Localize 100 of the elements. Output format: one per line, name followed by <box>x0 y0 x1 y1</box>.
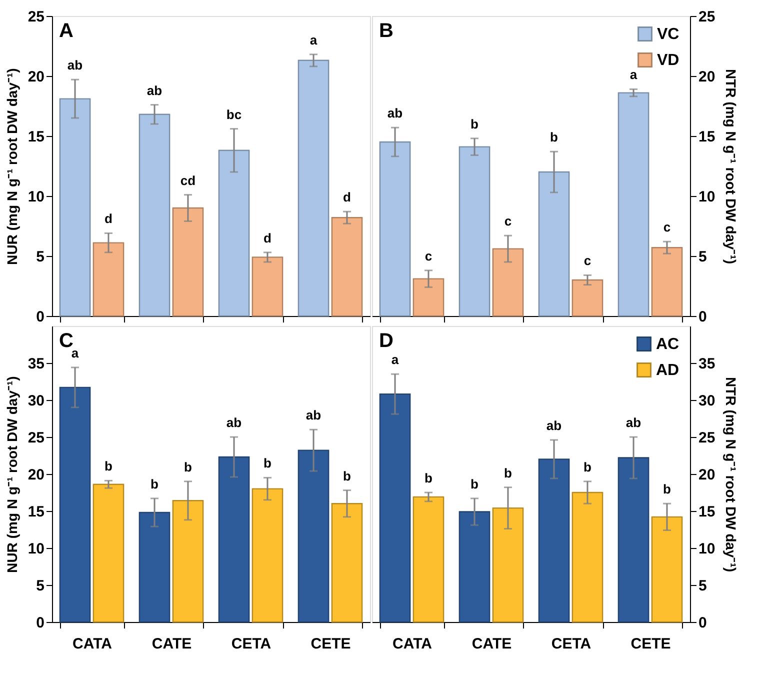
annotation: b <box>470 476 479 492</box>
bar <box>651 516 683 623</box>
y-tick-label: 10 <box>28 188 44 206</box>
x-tick-label: CATE <box>472 636 512 652</box>
y-tick-label: 5 <box>698 578 707 594</box>
bar <box>252 256 284 317</box>
bar <box>252 488 284 623</box>
bar <box>379 393 411 623</box>
y-tick-label: 20 <box>698 466 716 484</box>
x-tick-label: CETE <box>310 636 351 652</box>
legend-label: VC <box>657 26 680 43</box>
bar <box>298 60 330 317</box>
annotation: bc <box>226 106 242 122</box>
annotation: ab <box>387 106 403 121</box>
y-tick-label: 0 <box>698 308 707 326</box>
y-tick-label: 20 <box>698 68 716 86</box>
annotation: b <box>264 456 272 471</box>
annotation: b <box>504 465 512 480</box>
bar <box>138 512 170 623</box>
bar <box>572 492 604 623</box>
annotation: ab <box>226 415 242 430</box>
annotation: D <box>379 330 394 352</box>
bar <box>92 484 124 623</box>
x-tick-label: CATA <box>392 636 432 652</box>
bar <box>331 503 363 623</box>
y-tick-label: 5 <box>698 248 707 266</box>
annotation: ab <box>306 408 322 423</box>
y-tick-label: 15 <box>28 128 44 146</box>
bar <box>412 278 444 317</box>
y-tick-label: 5 <box>36 578 44 594</box>
bar <box>572 279 604 317</box>
legend-label: VD <box>657 52 680 69</box>
y-tick-label: 0 <box>36 308 44 326</box>
bar <box>298 450 330 623</box>
annotation: c <box>584 253 592 268</box>
x-tick-label: CATA <box>72 636 112 652</box>
y-tick-label: 0 <box>698 614 707 632</box>
x-tick-label: CETA <box>551 636 592 652</box>
annotation: d <box>264 230 272 246</box>
bar <box>59 98 91 317</box>
annotation: A <box>59 20 74 42</box>
x-tick-label: CATE <box>152 636 192 652</box>
annotation: ab <box>146 82 162 98</box>
legend-label: AC <box>656 336 680 353</box>
annotation: d <box>104 211 113 226</box>
bar <box>379 141 411 317</box>
y-tick-label: 15 <box>28 504 44 520</box>
y-tick-label: 15 <box>698 128 716 146</box>
annotation: C <box>59 330 74 352</box>
bar <box>618 92 650 317</box>
annotation: a <box>71 345 80 360</box>
bar <box>618 457 650 623</box>
y-tick-label: 10 <box>698 540 716 558</box>
bar <box>138 114 170 317</box>
bar <box>92 242 124 317</box>
annotation: ab <box>67 58 83 73</box>
bar <box>412 496 444 623</box>
bar <box>492 507 524 623</box>
annotation: b <box>424 470 433 486</box>
legend-label: AD <box>656 362 680 379</box>
bar <box>218 150 250 317</box>
y-axis-title: NUR (mg N g⁻¹ root DW day⁻¹) <box>4 68 20 265</box>
annotation: b <box>550 130 558 145</box>
y-axis-title: NTR (mg N g⁻¹ root DW day⁻¹) <box>723 376 740 572</box>
y-tick-label: 25 <box>698 8 716 26</box>
annotation: ab <box>546 418 562 433</box>
annotation: b <box>470 116 479 132</box>
bar <box>458 146 490 317</box>
annotation: b <box>104 458 113 474</box>
annotation: a <box>310 32 318 48</box>
annotation: ab <box>626 415 642 430</box>
x-tick-label: CETE <box>630 636 671 652</box>
y-tick-label: 0 <box>36 614 44 632</box>
y-tick-label: 35 <box>28 356 44 372</box>
bar <box>172 207 204 317</box>
annotation: b <box>184 459 192 474</box>
annotation: c <box>663 220 671 235</box>
annotation: cd <box>180 172 196 188</box>
annotation: b <box>584 459 592 474</box>
y-tick-label: 25 <box>28 8 44 26</box>
y-tick-label: 10 <box>28 540 44 558</box>
bar <box>492 248 524 317</box>
annotation: B <box>379 20 394 42</box>
bar <box>458 511 490 623</box>
bar <box>651 247 683 317</box>
y-tick-label: 5 <box>36 248 44 266</box>
annotation: b <box>663 482 672 497</box>
y-tick-label: 30 <box>28 392 44 410</box>
annotation: c <box>424 248 432 264</box>
y-tick-label: 10 <box>698 188 716 206</box>
y-axis-title: NTR (mg N g⁻¹ root DW day⁻¹) <box>723 68 740 264</box>
annotation: c <box>504 214 512 229</box>
y-tick-label: 20 <box>28 466 44 484</box>
bar <box>331 217 363 317</box>
annotation: b <box>343 468 352 484</box>
bar <box>59 386 91 623</box>
y-tick-label: 25 <box>698 430 716 446</box>
y-tick-label: 35 <box>698 356 716 372</box>
bar <box>538 171 570 317</box>
y-axis-title: NUR (mg N g⁻¹ root DW day⁻¹) <box>4 376 20 573</box>
